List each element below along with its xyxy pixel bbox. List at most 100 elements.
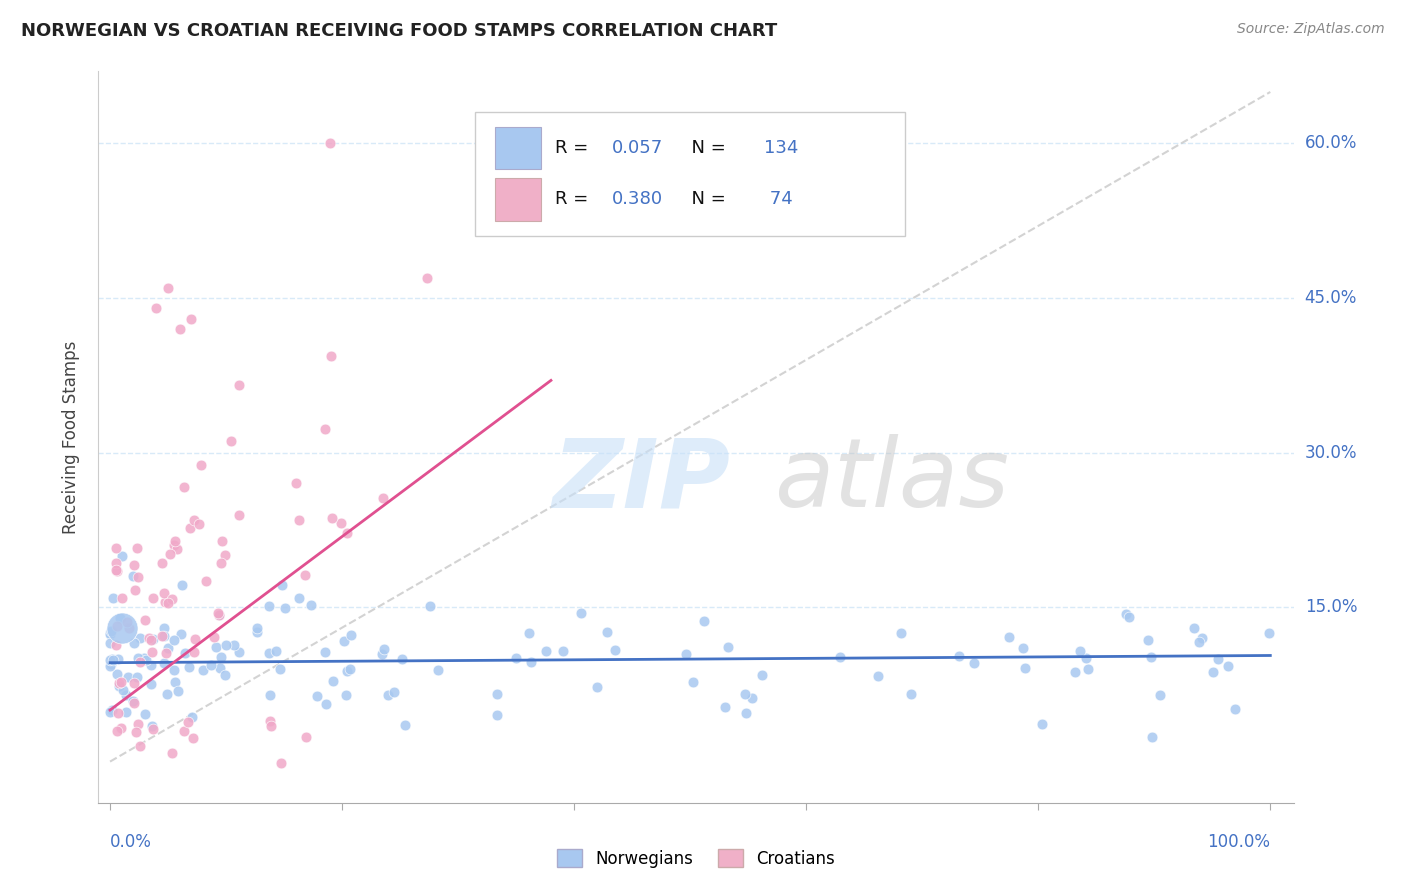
Point	[1182, 621, 1205, 635]
Text: Source: ZipAtlas.com: Source: ZipAtlas.com	[1237, 22, 1385, 37]
Point	[371, 647, 394, 661]
Point	[118, 621, 141, 635]
Point	[122, 694, 145, 708]
Point	[427, 663, 450, 677]
Point	[200, 657, 222, 672]
Point	[115, 615, 138, 629]
Point	[274, 601, 297, 615]
Point	[165, 675, 187, 690]
Point	[162, 746, 184, 760]
Point	[166, 684, 188, 698]
Point	[101, 591, 124, 605]
Point	[155, 646, 177, 660]
Text: ZIP: ZIP	[553, 434, 731, 527]
Point	[288, 591, 311, 606]
Point	[107, 706, 129, 721]
Point	[111, 549, 134, 563]
Point	[314, 422, 336, 436]
Text: 45.0%: 45.0%	[1305, 289, 1357, 307]
Point	[129, 655, 152, 669]
Point	[125, 725, 148, 739]
Point	[188, 517, 211, 532]
Point	[211, 534, 233, 549]
Text: NORWEGIAN VS CROATIAN RECEIVING FOOD STAMPS CORRELATION CHART: NORWEGIAN VS CROATIAN RECEIVING FOOD STA…	[21, 22, 778, 40]
Point	[108, 676, 131, 690]
Point	[98, 625, 121, 640]
Point	[105, 564, 128, 578]
Point	[257, 599, 280, 613]
Point	[134, 614, 156, 628]
Point	[373, 641, 395, 656]
Point	[1115, 607, 1137, 622]
Point	[228, 645, 250, 659]
Point	[534, 643, 557, 657]
Point	[329, 516, 352, 531]
Point	[264, 644, 287, 658]
Point	[101, 652, 124, 666]
Point	[900, 687, 922, 701]
Point	[1074, 650, 1097, 665]
Text: R =: R =	[555, 190, 593, 209]
FancyBboxPatch shape	[475, 112, 905, 236]
Point	[142, 723, 165, 737]
Point	[1118, 609, 1140, 624]
Point	[295, 730, 318, 744]
Text: N =: N =	[681, 190, 733, 209]
Point	[117, 670, 139, 684]
Text: R =: R =	[555, 139, 593, 157]
Point	[271, 578, 294, 592]
Point	[1216, 659, 1239, 673]
Point	[371, 491, 394, 505]
Point	[153, 629, 176, 643]
Point	[142, 632, 165, 647]
Point	[183, 632, 205, 646]
Point	[183, 513, 205, 527]
Point	[284, 475, 307, 490]
Point	[735, 706, 758, 720]
Point	[675, 647, 697, 661]
Text: 15.0%: 15.0%	[1305, 598, 1357, 616]
Point	[207, 606, 229, 620]
Point	[98, 636, 121, 650]
Point	[1202, 665, 1225, 679]
Point	[115, 689, 138, 703]
Point	[890, 626, 912, 640]
Bar	[495, 178, 541, 220]
Point	[333, 633, 356, 648]
Point	[586, 681, 609, 695]
Point	[122, 569, 145, 583]
Point	[339, 628, 361, 642]
Point	[299, 598, 322, 612]
Point	[335, 688, 357, 702]
Point	[183, 731, 205, 746]
Point	[127, 569, 149, 583]
Point	[998, 630, 1021, 644]
Point	[107, 723, 129, 738]
Text: 0.0%: 0.0%	[110, 833, 152, 851]
Point	[1225, 702, 1247, 716]
Point	[134, 706, 156, 721]
Point	[127, 716, 149, 731]
Point	[98, 653, 121, 667]
Point	[294, 568, 316, 582]
Point	[138, 632, 160, 646]
Point	[141, 719, 163, 733]
Point	[129, 739, 152, 753]
Point	[105, 618, 128, 632]
Point	[124, 558, 146, 573]
Point	[157, 281, 180, 295]
Point	[153, 657, 176, 671]
Point	[209, 650, 232, 665]
Point	[104, 556, 127, 570]
Point	[190, 458, 212, 472]
Point	[270, 756, 292, 771]
Point	[202, 630, 225, 644]
Point	[173, 646, 195, 660]
Point	[259, 714, 281, 728]
Point	[107, 652, 129, 666]
Point	[209, 556, 232, 570]
Point	[152, 586, 174, 600]
Point	[682, 674, 704, 689]
Point	[163, 633, 186, 648]
Point	[135, 653, 157, 667]
